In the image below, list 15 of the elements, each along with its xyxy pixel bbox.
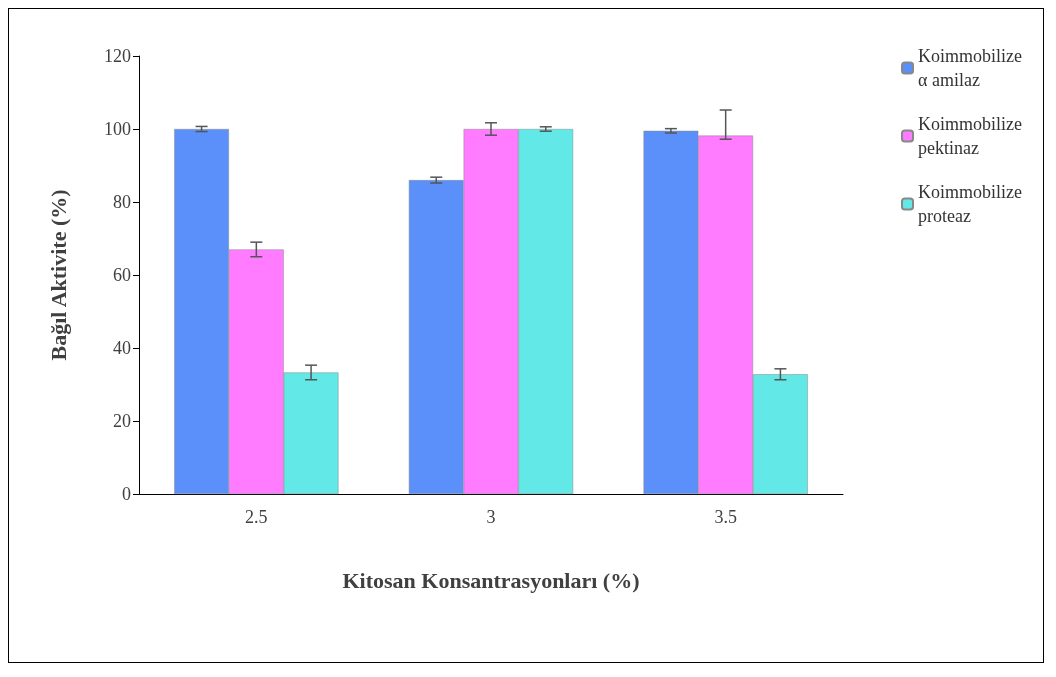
y-tick-label: 80 <box>113 192 131 212</box>
y-tick-label: 20 <box>113 411 131 431</box>
y-tick-label: 40 <box>113 338 131 358</box>
x-tick-label: 3.5 <box>714 507 737 527</box>
y-axis-title: Bağıl Aktivite (%) <box>45 189 71 361</box>
y-tick-label: 60 <box>113 265 131 285</box>
y-tick-label: 0 <box>122 484 131 504</box>
y-tick-label: 120 <box>104 46 131 66</box>
legend-label: Koimmobilize proteaz <box>918 182 1027 226</box>
y-tick-label: 100 <box>104 119 131 139</box>
x-tick-label: 2.5 <box>245 507 268 527</box>
x-axis-title: Kitosan Konsantrasyonları (%) <box>342 567 640 593</box>
x-tick-label: 3 <box>486 507 496 527</box>
legend-label: Koimmobilize α amilaz <box>918 46 1027 90</box>
legend-label: Koimmobilize pektinaz <box>918 114 1027 158</box>
